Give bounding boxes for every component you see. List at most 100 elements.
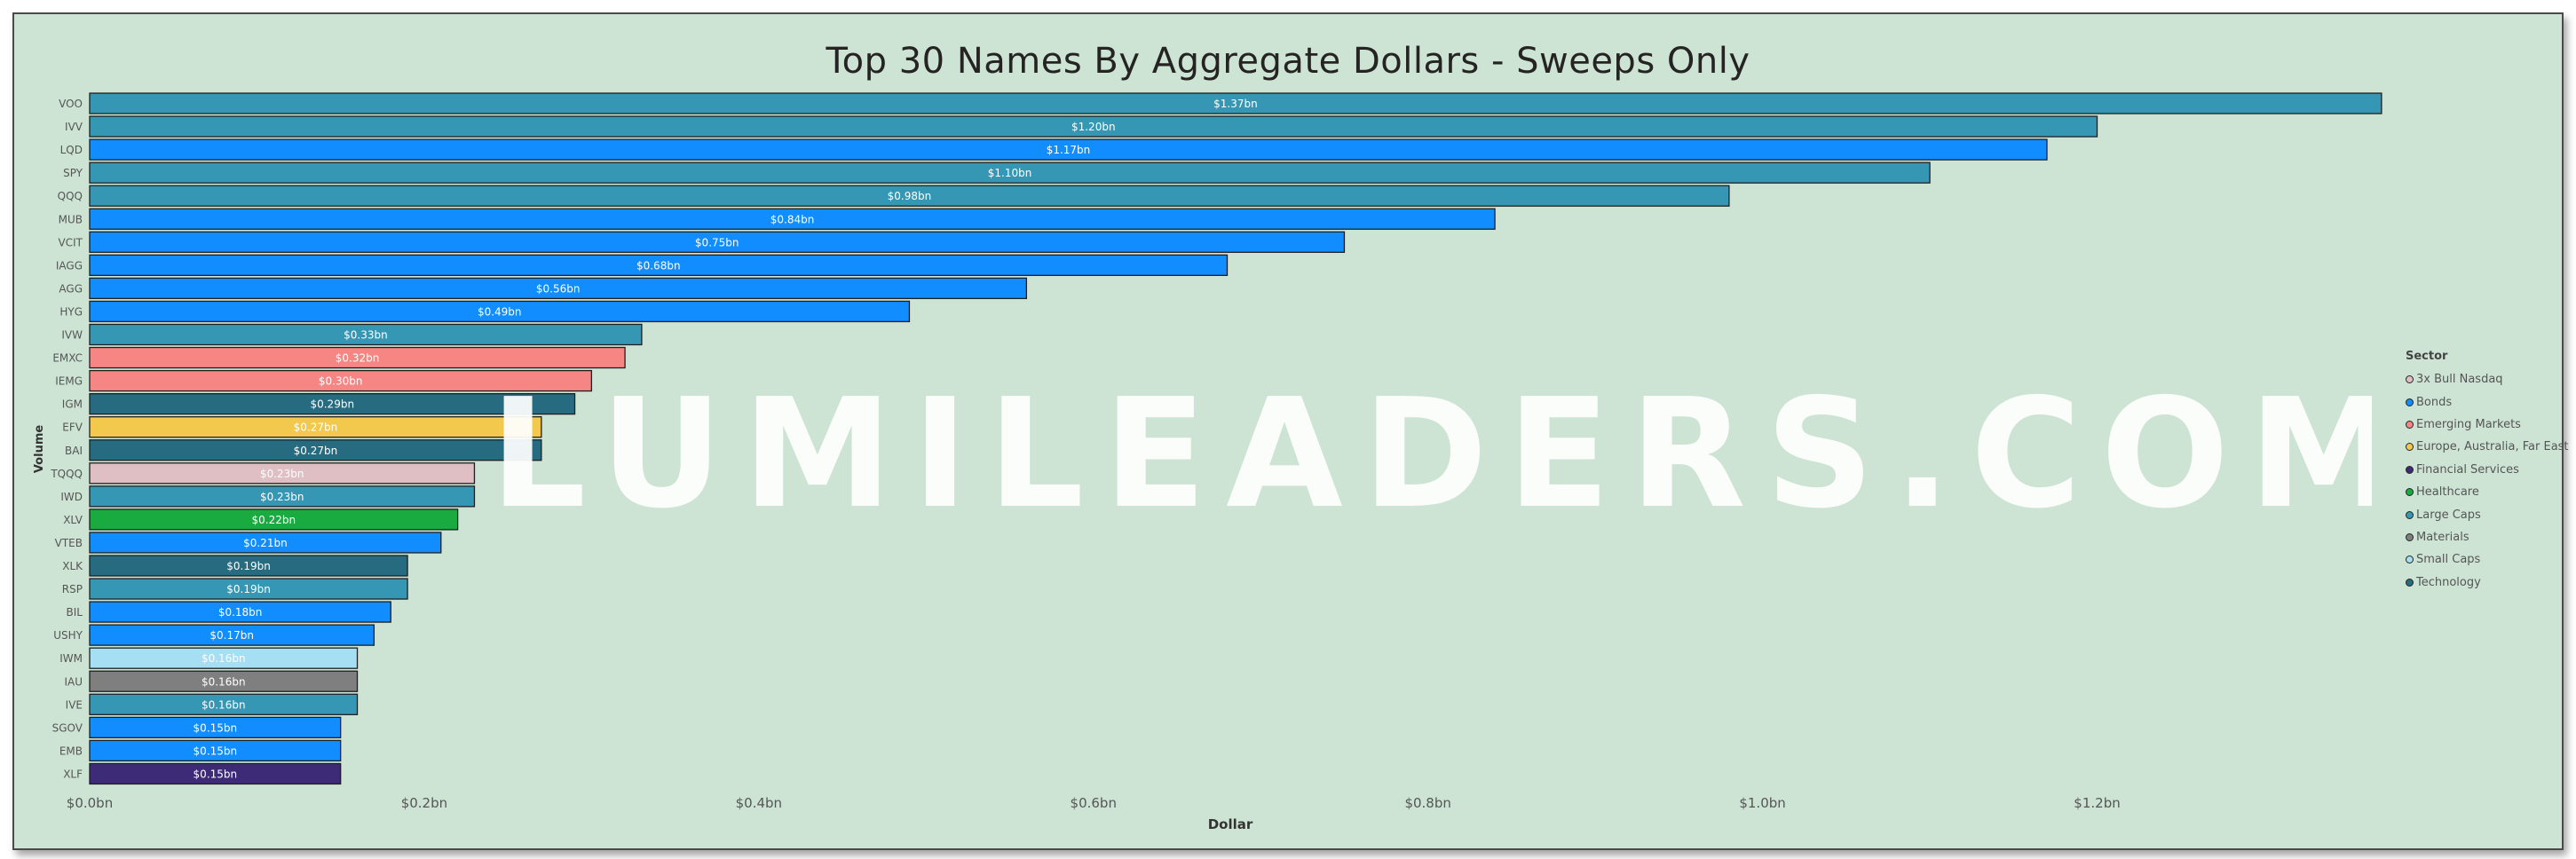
data-label: $0.16bn <box>201 698 246 711</box>
data-label: $0.98bn <box>888 190 932 202</box>
data-label: $0.56bn <box>536 282 581 295</box>
y-tick-label: TQQQ <box>50 468 83 480</box>
bar-ivw[interactable] <box>89 323 643 346</box>
bar-ivv[interactable] <box>89 115 2098 138</box>
bar-xlk[interactable] <box>89 555 408 577</box>
data-label: $0.19bn <box>226 583 271 595</box>
legend-label: Bonds <box>2416 395 2453 409</box>
bar-chart: VOO $1.37bn IVV $1.20bn LQD $1.17bn SPY $1.10bn… <box>33 92 2382 832</box>
data-label: $0.23bn <box>260 491 304 503</box>
data-label: $0.15bn <box>194 745 238 757</box>
y-tick-label: IAGG <box>56 259 83 272</box>
y-tick-label: IWD <box>60 491 83 503</box>
legend-item[interactable]: Emerging Markets <box>2406 414 2569 436</box>
data-label: $1.37bn <box>1213 98 1258 110</box>
y-tick-label: IAU <box>64 675 83 688</box>
legend-label: Technology <box>2416 575 2481 589</box>
y-tick-label: QQQ <box>58 190 83 202</box>
legend-marker-icon <box>2406 578 2414 587</box>
data-label: $0.75bn <box>695 236 739 248</box>
bar-sgov[interactable] <box>89 716 342 738</box>
bar-iau[interactable] <box>89 670 359 692</box>
y-tick-label: XLF <box>63 768 83 780</box>
y-tick-label: HYG <box>59 305 83 318</box>
legend-item[interactable]: Bonds <box>2406 390 2569 413</box>
y-axis-title: Volume <box>33 425 46 474</box>
legend-item[interactable]: Financial Services <box>2406 459 2569 481</box>
legend-label: Financial Services <box>2416 462 2519 477</box>
chart-title: Top 30 Names By Aggregate Dollars - Swee… <box>826 41 1750 82</box>
data-label: $0.49bn <box>478 305 522 318</box>
bar-rsp[interactable] <box>89 578 408 600</box>
bar-efv[interactable] <box>89 416 542 438</box>
bar-emb[interactable] <box>89 739 342 762</box>
bars-layer <box>89 92 2382 785</box>
y-tick-label: IVW <box>61 329 83 342</box>
bar-xlf[interactable] <box>89 762 342 785</box>
y-tick-label: EFV <box>62 422 83 434</box>
legend-item[interactable]: Europe, Australia, Far East <box>2406 436 2569 458</box>
legend-marker-icon <box>2406 510 2414 519</box>
bar-spy[interactable] <box>89 162 1931 184</box>
bar-ushy[interactable] <box>89 624 375 646</box>
x-tick-label: $1.0bn <box>1739 795 1785 811</box>
legend-label: Healthcare <box>2416 485 2479 500</box>
legend-item[interactable]: Healthcare <box>2406 481 2569 503</box>
legend-marker-icon <box>2406 443 2414 452</box>
bar-iemg[interactable] <box>89 369 593 392</box>
legend-item[interactable]: Materials <box>2406 526 2569 548</box>
legend-item[interactable]: Technology <box>2406 571 2569 594</box>
x-tick-label: $1.2bn <box>2074 795 2120 811</box>
legend-marker-icon <box>2406 375 2414 384</box>
bar-ive[interactable] <box>89 693 359 715</box>
data-label: $0.22bn <box>252 514 296 526</box>
data-label: $0.27bn <box>294 422 338 434</box>
labels-layer: VOO $1.37bn IVV $1.20bn LQD $1.17bn SPY $1.10bn… <box>50 98 2120 811</box>
data-label: $0.29bn <box>310 398 354 411</box>
data-label: $0.30bn <box>319 375 363 388</box>
y-tick-label: LQD <box>60 144 83 156</box>
bar-qqq[interactable] <box>89 185 1730 207</box>
legend-marker-icon <box>2406 488 2414 497</box>
bar-bai[interactable] <box>89 439 542 461</box>
bar-emxc[interactable] <box>89 346 626 369</box>
legend-item[interactable]: Large Caps <box>2406 503 2569 525</box>
data-label: $0.17bn <box>209 629 254 642</box>
legend-label: Large Caps <box>2416 508 2481 522</box>
legend-marker-icon <box>2406 532 2414 541</box>
data-label: $0.32bn <box>336 352 380 365</box>
data-label: $1.17bn <box>1047 144 1091 156</box>
bar-iwm[interactable] <box>89 647 359 669</box>
bar-iwd[interactable] <box>89 485 476 508</box>
legend-marker-icon <box>2406 420 2414 429</box>
legend-label: Materials <box>2416 530 2469 544</box>
bar-tqqq[interactable] <box>89 462 476 485</box>
bar-vcit[interactable] <box>89 231 1346 253</box>
bar-voo[interactable] <box>89 92 2382 114</box>
bar-lqd[interactable] <box>89 138 2048 161</box>
data-label: $1.20bn <box>1071 121 1116 133</box>
legend-marker-icon <box>2406 556 2414 564</box>
bar-iagg[interactable] <box>89 254 1229 277</box>
y-tick-label: VCIT <box>59 236 83 248</box>
bar-igm[interactable] <box>89 392 576 415</box>
y-tick-label: SGOV <box>52 721 83 734</box>
bar-vteb[interactable] <box>89 532 442 554</box>
legend-item[interactable]: 3x Bull Nasdaq <box>2406 368 2569 390</box>
data-label: $0.18bn <box>218 606 263 619</box>
y-tick-label: XLK <box>62 560 83 572</box>
y-tick-label: IVV <box>65 121 83 133</box>
legend-title: Sector <box>2406 350 2448 363</box>
data-label: $0.21bn <box>243 537 288 549</box>
bar-bil[interactable] <box>89 601 391 623</box>
bar-mub[interactable] <box>89 208 1496 230</box>
legend-item[interactable]: Small Caps <box>2406 548 2569 571</box>
y-tick-label: IVE <box>66 698 83 711</box>
bar-agg[interactable] <box>89 277 1028 300</box>
x-tick-label: $0.6bn <box>1071 795 1117 811</box>
bar-xlv[interactable] <box>89 508 459 531</box>
bar-hyg[interactable] <box>89 300 911 323</box>
y-tick-label: IWM <box>59 652 83 665</box>
y-tick-label: SPY <box>63 167 83 179</box>
data-label: $0.33bn <box>344 329 388 342</box>
